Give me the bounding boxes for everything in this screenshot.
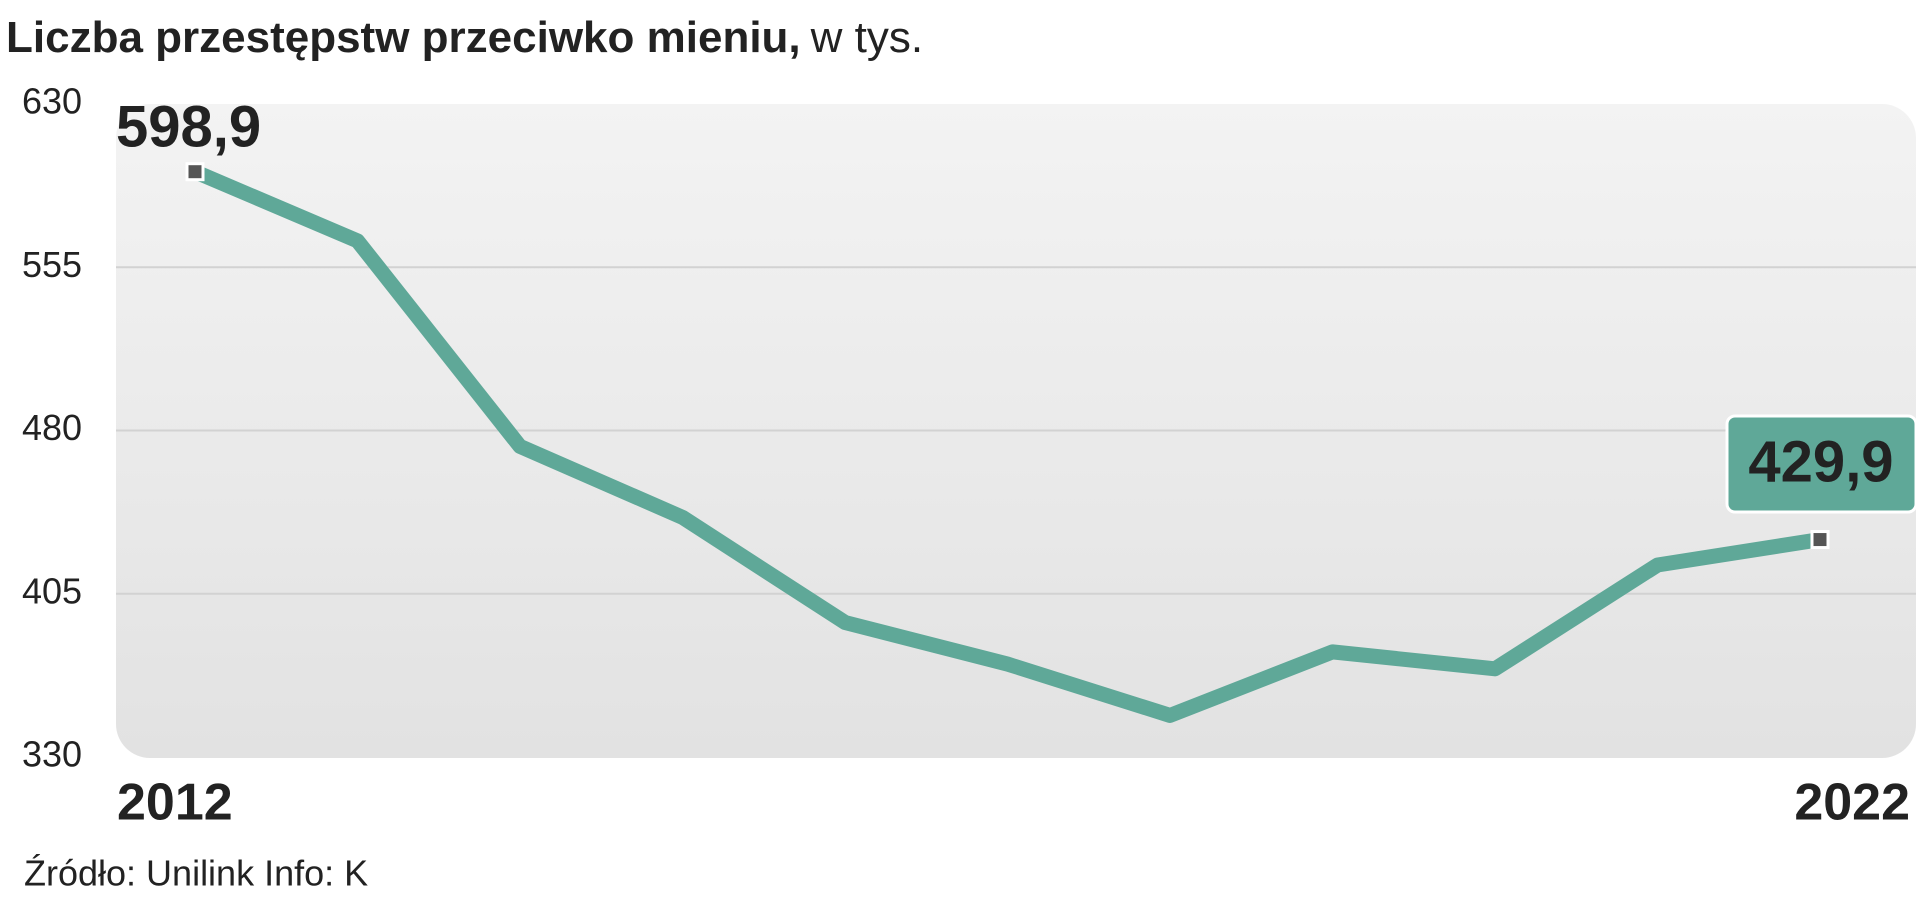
source: Źródło: Unilink Info: K	[24, 853, 368, 894]
y-tick-label: 630	[22, 81, 82, 122]
y-tick-label: 480	[22, 407, 82, 448]
value-label: 598,9	[116, 94, 261, 159]
value-label-box	[1725, 414, 1918, 514]
point-marker	[1810, 530, 1830, 550]
chart-title: Liczba przestępstw przeciwko mieniu, w ty…	[6, 13, 923, 62]
value-label: 429,9	[1748, 429, 1893, 494]
title: Liczba przestępstw przeciwko mieniu,	[6, 13, 801, 62]
point-marker	[185, 162, 205, 182]
y-tick-label: 555	[22, 244, 82, 285]
x-tick-label: 2012	[117, 774, 233, 832]
data-line	[192, 164, 1822, 723]
y-tick-label: 330	[22, 734, 82, 775]
subtitle: w tys.	[810, 13, 923, 62]
y-tick-label: 405	[22, 570, 82, 611]
x-tick-label: 2022	[1794, 774, 1910, 832]
